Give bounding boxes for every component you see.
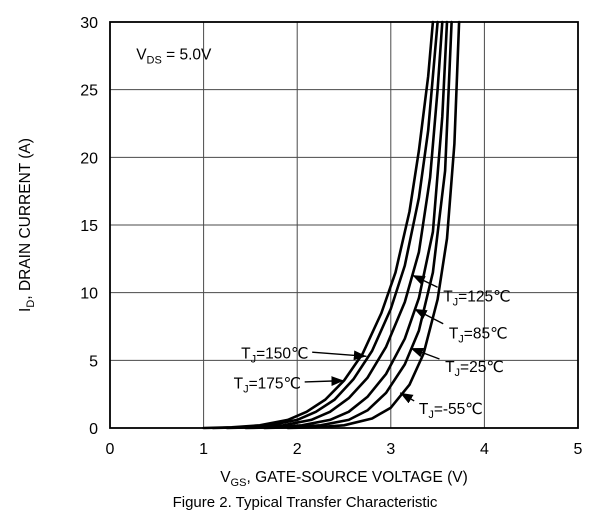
annotation-arrow [413, 308, 444, 325]
annotation-arrow [412, 274, 438, 288]
annotation-arrow [304, 376, 345, 386]
y-tick-label: 0 [89, 421, 98, 438]
plot-border [109, 21, 579, 429]
x-tick-label: 2 [293, 441, 302, 458]
figure-caption: Figure 2. Typical Transfer Characteristi… [172, 494, 438, 511]
transfer-characteristic-plot: 0 1 2 3 4 5 0 5 10 15 20 25 30 VDS = 5.0V TJ=125℃ TJ=85… [17, 15, 583, 489]
x-tick-label: 4 [480, 441, 489, 458]
y-tick-label: 30 [80, 15, 98, 32]
curve-tj-25c [263, 20, 453, 430]
x-axis-title: VGS, GATE-SOURCE VOLTAGE (V) [220, 469, 468, 489]
curve-tj-125c [225, 20, 444, 430]
annotation-temperature-label: TJ=-55℃ [419, 401, 483, 421]
annotation-temperature-label: TJ=25℃ [445, 359, 504, 379]
y-tick-label: 10 [80, 286, 98, 303]
curve-tj-85c [244, 20, 449, 430]
x-tick-label: 1 [199, 441, 208, 458]
y-tick-label: 15 [80, 218, 98, 235]
annotation-temperature-label: TJ=85℃ [449, 325, 508, 345]
x-tick-label: 3 [386, 441, 395, 458]
x-tick-label: 5 [574, 441, 583, 458]
annotation-arrow [399, 392, 415, 404]
annotation-arrow [410, 347, 440, 360]
annotation-temperature-label: TJ=150℃ [241, 346, 308, 366]
x-tick-label: 0 [106, 441, 115, 458]
y-axis-title: ID, DRAIN CURRENT (A) [17, 138, 37, 312]
y-tick-label: 5 [89, 353, 98, 370]
y-tick-label: 20 [80, 150, 98, 167]
curve-tj-minus55c [286, 20, 461, 430]
annotation-arrow [312, 350, 367, 361]
annotation-temperature-label: TJ=175℃ [234, 375, 301, 395]
annotation-temperature-label: TJ=125℃ [443, 289, 510, 309]
y-tick-label: 25 [80, 83, 98, 100]
inset-vds-condition-label: VDS = 5.0V [136, 46, 212, 66]
